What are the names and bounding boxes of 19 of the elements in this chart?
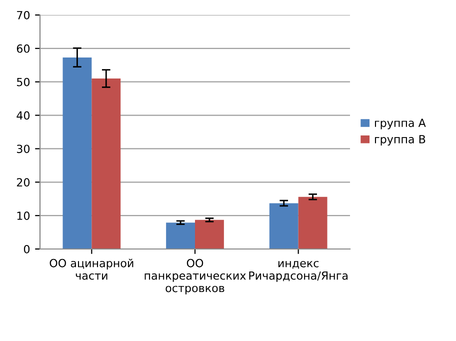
bar <box>195 220 224 249</box>
y-tick-label: 40 <box>16 111 30 120</box>
bar <box>92 78 121 249</box>
y-tick-label: 30 <box>16 144 30 154</box>
y-tick-label: 50 <box>16 78 30 86</box>
x-tick-label: ОО панкреатических островков <box>144 258 246 294</box>
y-tick-label: 70 <box>17 10 30 20</box>
legend-label: группа В <box>374 135 426 146</box>
y-tick-label: 0 <box>24 244 30 254</box>
x-tick-label: ОО ацинарной части <box>50 258 134 280</box>
y-tick-label: 60 <box>16 44 30 53</box>
x-tick-label: индекс Ричардсона/Янга <box>249 260 348 282</box>
legend-label: группа А <box>374 118 426 130</box>
bar <box>62 57 92 249</box>
bar <box>298 196 328 249</box>
bar <box>269 203 298 249</box>
bar <box>166 222 195 249</box>
y-tick-label: 20 <box>16 178 30 187</box>
y-tick-label: 10 <box>17 212 30 220</box>
